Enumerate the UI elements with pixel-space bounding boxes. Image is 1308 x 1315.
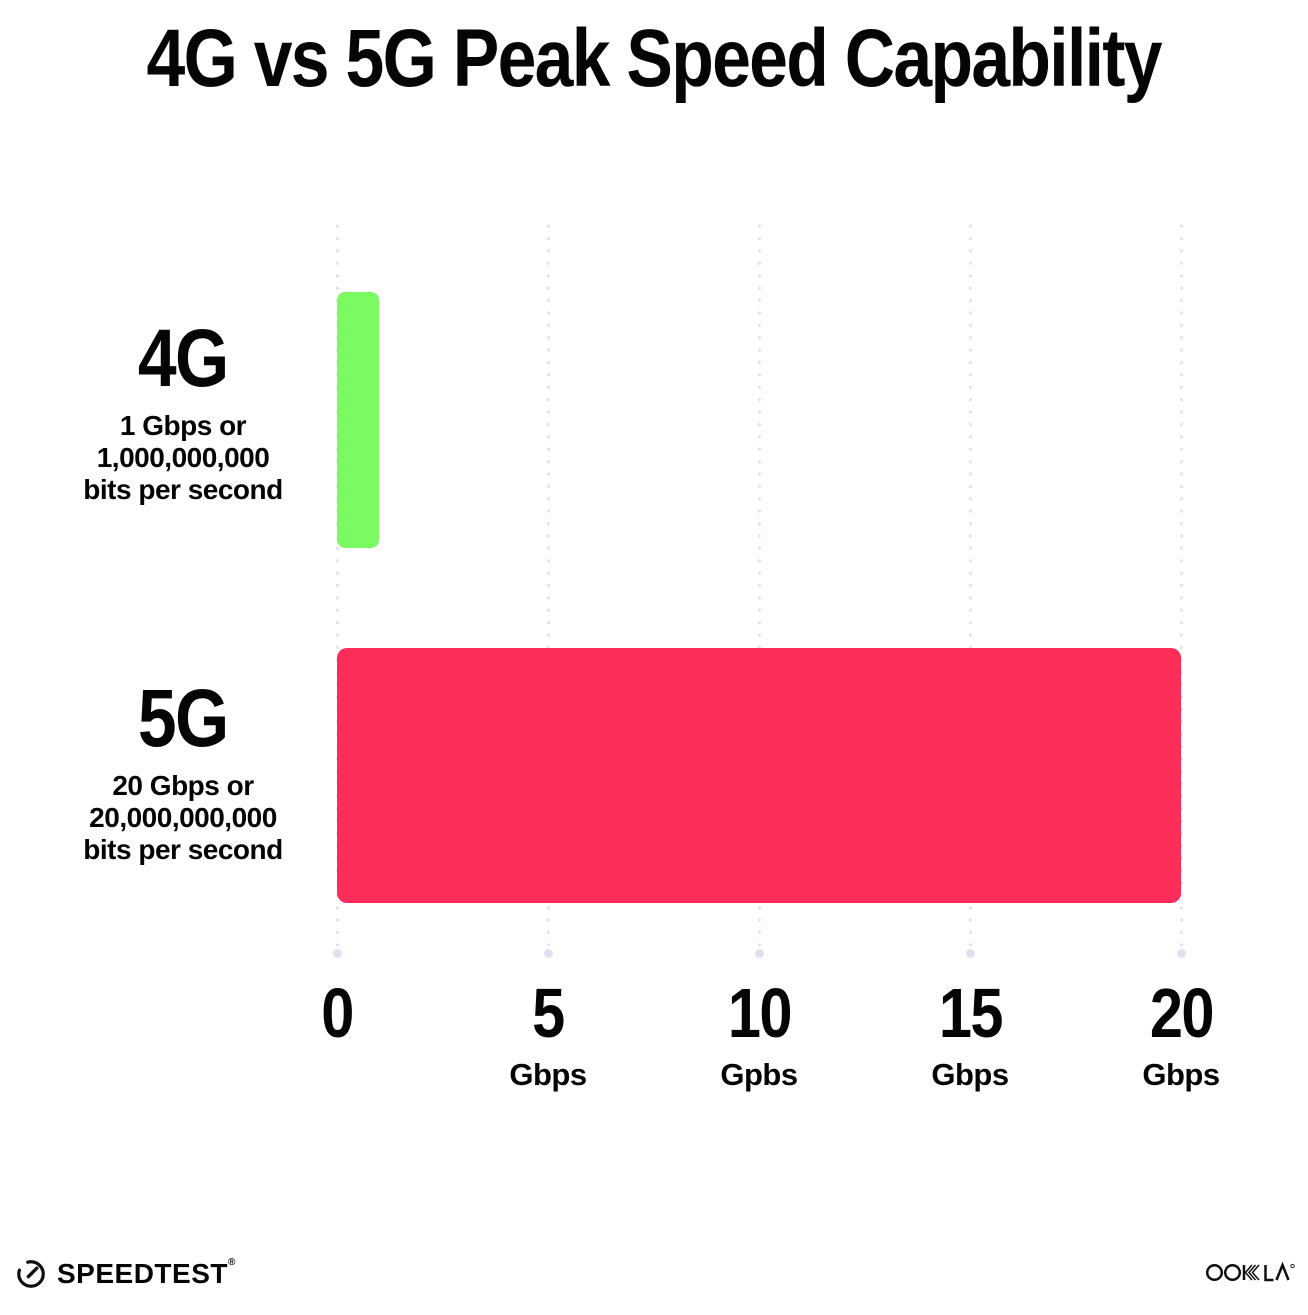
bar-5g <box>337 648 1181 903</box>
x-tick: 0 <box>319 978 356 1057</box>
x-tick-unit: Gpbs <box>720 1057 798 1092</box>
gridline <box>332 220 342 958</box>
x-tick: 5 Gbps <box>509 974 587 1093</box>
x-tick-number: 20 <box>1149 974 1214 1052</box>
annotation-line: bits per second <box>83 834 283 865</box>
speedtest-logo: SPEEDTEST® <box>15 1258 236 1290</box>
ookla-wordmark <box>1206 1261 1296 1284</box>
x-tick-unit: Gbps <box>931 1057 1009 1092</box>
speedtest-wordmark: SPEEDTEST® <box>57 1257 236 1289</box>
annotation-line: 1 Gbps or <box>119 410 247 441</box>
x-tick: 20 Gbps <box>1142 974 1220 1093</box>
x-tick-number: 10 <box>727 974 792 1052</box>
row-label-4g: 4G 1 Gbps or 1,000,000,000 bits per seco… <box>23 318 343 506</box>
chart-title-text: 4G vs 5G Peak Speed Capability <box>146 13 1163 104</box>
annotation-line: 20,000,000,000 <box>89 802 277 833</box>
x-tick-number: 15 <box>938 974 1003 1052</box>
ookla-logo <box>1206 1261 1296 1289</box>
row-label-4g-title: 4G <box>138 313 229 404</box>
chart-title: 4G vs 5G Peak Speed Capability <box>0 12 1308 106</box>
gridline <box>754 220 764 958</box>
row-label-5g-annotation: 20 Gbps or 20,000,000,000 bits per secon… <box>23 770 343 866</box>
x-tick-number: 5 <box>532 974 565 1052</box>
x-tick-number: 0 <box>321 974 354 1052</box>
plot-area <box>332 220 1186 958</box>
x-tick-unit: Gbps <box>1142 1057 1220 1092</box>
row-label-5g: 5G 20 Gbps or 20,000,000,000 bits per se… <box>23 678 343 866</box>
x-tick: 15 Gbps <box>931 974 1009 1093</box>
gridline <box>965 220 975 958</box>
bar-4g <box>337 292 380 548</box>
row-label-5g-title: 5G <box>138 673 229 764</box>
gauge-icon <box>15 1258 47 1290</box>
trademark-symbol: ® <box>227 1257 236 1268</box>
annotation-line: bits per second <box>83 474 283 505</box>
annotation-line: 1,000,000,000 <box>96 442 270 473</box>
gridline <box>1176 220 1186 958</box>
x-axis: 0 5 Gbps 10 Gpbs 15 Gbps 20 Gbps <box>321 974 1220 1108</box>
x-tick-unit: Gbps <box>509 1057 587 1092</box>
row-label-4g-annotation: 1 Gbps or 1,000,000,000 bits per second <box>23 410 343 506</box>
gridline <box>543 220 553 958</box>
x-tick: 10 Gpbs <box>720 974 798 1093</box>
annotation-line: 20 Gbps or <box>112 770 254 801</box>
